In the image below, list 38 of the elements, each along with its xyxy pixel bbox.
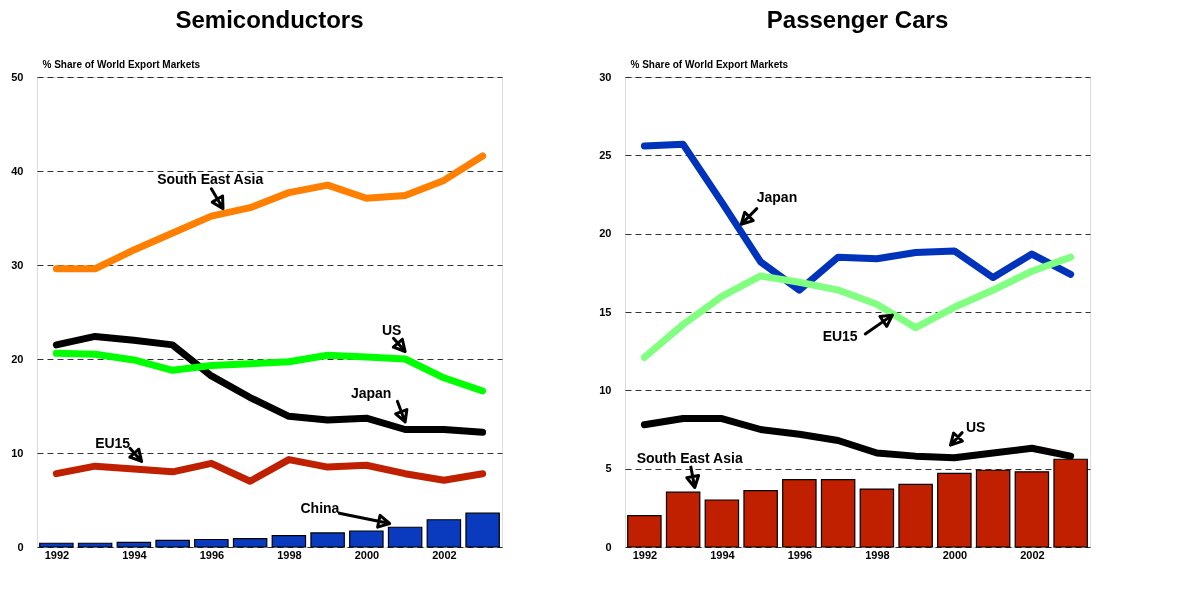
series-label: Japan — [350, 384, 392, 401]
y-tick-label: 20 — [599, 227, 612, 240]
y-tick-label: 30 — [11, 258, 24, 271]
x-tick-label: 1996 — [199, 548, 225, 561]
y-tick-label: 5 — [605, 462, 612, 475]
x-tick-label: 1992 — [632, 548, 658, 561]
x-tick-label: 1992 — [44, 548, 70, 561]
series-label: Japan — [756, 188, 798, 205]
x-tick-label: 2000 — [354, 548, 380, 561]
x-tick-label: 2002 — [432, 548, 457, 561]
y-tick-label: 10 — [11, 446, 24, 459]
y-tick-label: 25 — [599, 148, 612, 161]
series-label: South East Asia — [157, 171, 264, 188]
series-label: US — [966, 418, 986, 435]
y-tick-label: 10 — [599, 383, 612, 396]
y-tick-label: 20 — [11, 352, 24, 365]
x-tick-label: 1996 — [787, 548, 813, 561]
y-tick-label: 40 — [11, 164, 24, 177]
x-tick-label: 1994 — [122, 548, 148, 561]
y-tick-label: 0 — [17, 540, 24, 553]
x-tick-label: 2002 — [1020, 548, 1045, 561]
x-tick-label: 1998 — [865, 548, 890, 561]
y-tick-label: 30 — [599, 70, 612, 83]
chart-title: Semiconductors — [175, 6, 364, 33]
text: EU15 — [822, 328, 858, 345]
series-label: EU15 — [95, 434, 131, 451]
y-axis-title: % Share of World Export Markets — [630, 58, 789, 70]
series-label: China — [300, 500, 340, 517]
y-tick-label: 0 — [605, 540, 612, 553]
x-tick-label: 1994 — [710, 548, 736, 561]
y-tick-label: 15 — [599, 305, 612, 318]
series-label: US — [381, 321, 402, 338]
x-tick-label: 1998 — [277, 548, 302, 561]
y-tick-label: 50 — [11, 70, 24, 83]
x-tick-label: 2000 — [942, 548, 968, 561]
series-label: South East Asia — [636, 450, 743, 467]
chart-title: Passenger Cars — [766, 6, 949, 33]
y-axis-title: % Share of World Export Markets — [42, 58, 201, 70]
